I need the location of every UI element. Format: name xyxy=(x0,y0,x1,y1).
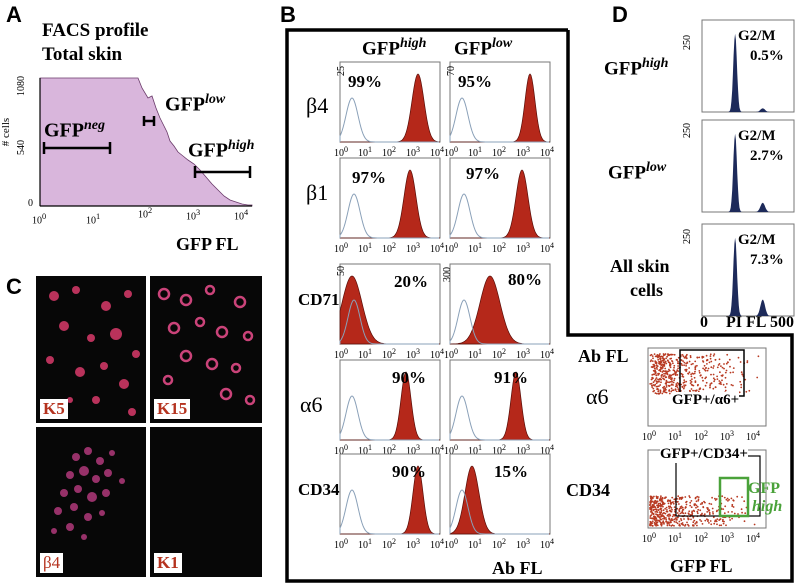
histogram-control-6 xyxy=(339,395,439,441)
gate-neg-label: GFPneg xyxy=(44,118,105,142)
row-label-cd34: CD34 xyxy=(298,480,340,499)
row-label-a6: α6 xyxy=(300,392,323,417)
histogram-control-9 xyxy=(449,489,549,535)
b4-cells xyxy=(51,447,125,540)
label-k15: K15 xyxy=(154,399,191,419)
k5-cells xyxy=(46,286,140,416)
gate-high-label: GFPhigh xyxy=(188,138,255,162)
histogram-7: 100 101 102 103 104 xyxy=(444,359,554,457)
pct-b1-low: 97% xyxy=(466,164,500,183)
gate-high-bar xyxy=(193,166,252,178)
label-b4: β4 xyxy=(40,553,64,573)
row-label-cd71: CD71 xyxy=(298,290,340,309)
row-label-b1: β1 xyxy=(306,180,329,205)
panel-a-xlabel: GFP FL xyxy=(176,234,239,254)
histogram-9: 100 101 102 103 104 xyxy=(444,453,554,551)
facs-profile-area xyxy=(39,77,253,207)
histogram-control-2 xyxy=(339,193,439,239)
histogram-1: 100 101 102 103 104 xyxy=(444,61,554,159)
pct-b1-high: 97% xyxy=(352,168,386,187)
gate-low-bar xyxy=(142,116,156,126)
gate-low-label: GFPlow xyxy=(165,92,226,116)
gate-label-gfp-high-l2: high xyxy=(752,498,783,515)
micrograph-b4: β4 xyxy=(36,427,146,577)
panel-label-b: B xyxy=(280,2,296,27)
col-header-gfp-high: GFPhigh xyxy=(362,36,427,60)
pct-cd34-low: 15% xyxy=(494,462,528,481)
panel-label-a: A xyxy=(6,2,22,27)
micrograph-k15: K15 xyxy=(150,276,262,423)
dot-ylabel: Ab FL xyxy=(578,346,629,366)
d-xlabel: PI FL xyxy=(726,314,767,331)
histogram-control-0 xyxy=(339,97,439,143)
histogram-control-8 xyxy=(339,489,439,535)
dot-row2-label: CD34 xyxy=(566,480,610,500)
col-header-gfp-low: GFPlow xyxy=(454,36,513,60)
d-ytick-3: 250 xyxy=(682,229,693,244)
gate-label-gfp-cd34: GFP+/CD34+ xyxy=(660,446,748,463)
d-xtick-0: 0 xyxy=(700,314,708,331)
micrograph-k1: K1 xyxy=(150,427,262,577)
pct-cd34-high: 90% xyxy=(392,462,426,481)
histogram-control-4 xyxy=(339,299,439,345)
histogram-control-3 xyxy=(449,193,549,239)
panel-label-c: C xyxy=(6,274,22,299)
micrograph-k5: K5 xyxy=(36,276,146,423)
pct-a6-high: 90% xyxy=(392,368,426,387)
panel-a-ytick-0: 0 xyxy=(28,198,33,209)
histogram-8: 100 101 102 103 104 xyxy=(334,453,444,551)
panel-label-d: D xyxy=(612,2,628,27)
label-k5: K5 xyxy=(40,399,68,419)
gate-label-gfp-high-l1: GFP xyxy=(748,480,780,497)
d-ytick-1: 250 xyxy=(682,35,693,50)
d-phase-3: G2/M xyxy=(738,232,776,248)
gate-neg-bar xyxy=(42,142,112,154)
histogram-control-7 xyxy=(449,395,549,441)
panel-a-xtick-2: 102 xyxy=(138,206,153,221)
histogram-control-1 xyxy=(449,97,549,143)
row-label-b4: β4 xyxy=(306,93,329,118)
pct-cd71-low: 80% xyxy=(508,270,542,289)
d-phase-2: G2/M xyxy=(738,128,776,144)
d-value-2: 2.7% xyxy=(750,148,784,164)
d-row1-label: GFPhigh xyxy=(604,56,669,80)
gate-label-gfp-a6: GFP+/α6+ xyxy=(672,392,740,409)
panel-b-xlabel: Ab FL xyxy=(492,558,543,578)
panel-a-xtick-3: 103 xyxy=(186,208,201,223)
k15-cells xyxy=(157,284,256,406)
d-phase-1: G2/M xyxy=(738,28,776,44)
d-row3-label-1: All skin xyxy=(610,256,670,276)
pct-b4-low: 95% xyxy=(458,72,492,91)
label-k1: K1 xyxy=(154,553,182,573)
histogram-control-5 xyxy=(449,299,549,345)
histogram-3: 100 101 102 103 104 xyxy=(444,157,554,255)
histogram-2: 100 101 102 103 104 xyxy=(334,157,444,255)
d-row2-label: GFPlow xyxy=(608,160,667,184)
panel-a-xtick-4: 104 xyxy=(234,208,249,223)
d-value-3: 7.3% xyxy=(750,252,784,268)
pct-cd71-high: 20% xyxy=(394,272,428,291)
d-row3-label-2: cells xyxy=(630,280,663,300)
histogram-0: 100 101 102 103 104 xyxy=(334,61,444,159)
pct-b4-high: 99% xyxy=(348,72,382,91)
panel-a-title-1: FACS profile xyxy=(42,20,149,41)
panel-a-xtick-0: 100 xyxy=(32,212,47,227)
dot-xlabel: GFP FL xyxy=(670,556,733,576)
panel-a-title-2: Total skin xyxy=(42,44,123,65)
histogram-4: 100 101 102 103 104 xyxy=(334,263,444,361)
facs-profile-plot xyxy=(39,77,253,207)
panel-a-xtick-1: 101 xyxy=(86,212,101,227)
dot-row1-label: α6 xyxy=(586,384,609,409)
pct-a6-low: 91% xyxy=(494,368,528,387)
d-xtick-500: 500 xyxy=(770,314,794,331)
d-ytick-2: 250 xyxy=(682,123,693,138)
d-value-1: 0.5% xyxy=(750,48,784,64)
